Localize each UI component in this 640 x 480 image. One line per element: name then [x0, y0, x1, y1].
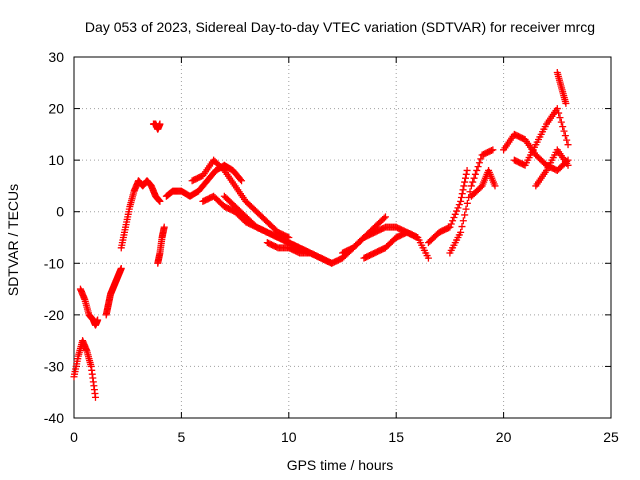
grid	[74, 57, 611, 418]
data-point	[463, 166, 471, 174]
data-point	[454, 204, 462, 212]
x-tick-label: 10	[281, 429, 297, 445]
y-tick-label: -40	[44, 410, 64, 426]
data-point	[473, 166, 481, 174]
data-point	[559, 123, 567, 131]
data-point	[469, 178, 477, 186]
data-point	[461, 174, 469, 182]
data-point	[453, 207, 461, 215]
data-point	[455, 201, 463, 209]
data-points	[70, 68, 572, 401]
data-point	[462, 205, 470, 213]
data-point	[160, 223, 168, 231]
data-point	[238, 177, 246, 185]
x-tick-label: 25	[603, 429, 619, 445]
data-point	[562, 99, 570, 107]
data-point	[471, 170, 479, 178]
data-point	[94, 316, 102, 324]
data-point	[117, 264, 125, 272]
x-tick-label: 20	[496, 429, 512, 445]
y-tick-label: -20	[44, 307, 64, 323]
data-point	[563, 136, 571, 144]
data-point	[561, 132, 569, 140]
data-point	[477, 155, 485, 163]
data-point	[156, 120, 164, 128]
data-point	[458, 190, 466, 198]
axis-ticks	[73, 56, 612, 419]
x-tick-label: 0	[70, 429, 78, 445]
axis-tick-labels: 0 5 10 15 20 25 -40 -30 -20 -10 0 10 20 30	[44, 49, 619, 445]
data-point	[564, 141, 572, 149]
data-point	[381, 213, 389, 221]
data-point	[380, 214, 388, 222]
data-point	[463, 199, 471, 207]
y-tick-label: -30	[44, 358, 64, 374]
data-point	[156, 197, 164, 205]
data-point	[457, 197, 465, 205]
y-tick-label: -10	[44, 255, 64, 271]
data-point	[457, 194, 465, 202]
data-point	[462, 170, 470, 178]
x-tick-label: 5	[178, 429, 186, 445]
data-point	[236, 175, 244, 183]
data-point	[564, 161, 572, 169]
y-tick-label: 0	[56, 204, 64, 220]
data-point	[459, 217, 467, 225]
data-point	[467, 182, 475, 190]
y-tick-label: 20	[48, 101, 64, 117]
data-point	[459, 186, 467, 194]
data-point	[491, 182, 499, 190]
data-point	[461, 178, 469, 186]
data-point	[424, 254, 432, 262]
data-point	[489, 146, 497, 154]
data-point	[560, 127, 568, 135]
data-point	[461, 211, 469, 219]
y-axis-title: SDTVAR / TECUs	[5, 184, 21, 296]
x-tick-label: 15	[388, 429, 404, 445]
data-point	[91, 393, 99, 401]
data-point	[557, 118, 565, 126]
x-axis-title: GPS time / hours	[287, 457, 394, 473]
y-tick-label: 30	[48, 49, 64, 65]
data-point	[470, 174, 478, 182]
data-point	[556, 114, 564, 122]
data-point	[474, 163, 482, 171]
data-point	[460, 182, 468, 190]
data-point	[447, 220, 455, 228]
data-point	[457, 228, 465, 236]
data-point	[451, 210, 459, 218]
data-point	[449, 217, 457, 225]
data-point	[553, 105, 561, 113]
data-point	[450, 214, 458, 222]
data-point	[458, 223, 466, 231]
y-tick-label: 10	[48, 152, 64, 168]
data-point	[475, 159, 483, 167]
data-point	[446, 223, 454, 231]
plot-frame	[73, 56, 612, 419]
chart-title: Day 053 of 2023, Sidereal Day-to-day VTE…	[85, 19, 595, 35]
data-point	[555, 109, 563, 117]
